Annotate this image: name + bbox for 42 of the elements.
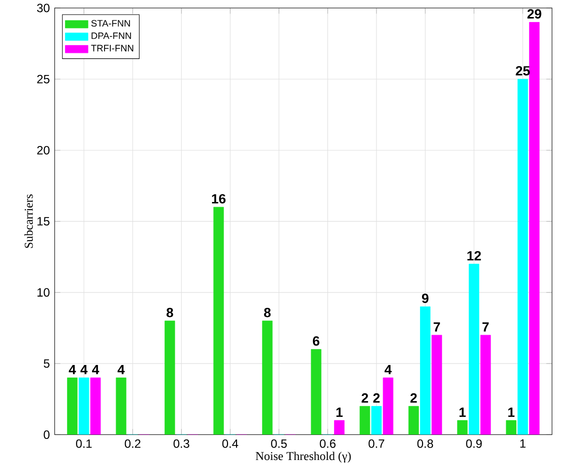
data-label: 1 — [460, 408, 466, 418]
data-label: 16 — [212, 194, 226, 204]
data-label: 4 — [118, 365, 125, 374]
x-tick-label: 0.1 — [76, 440, 92, 448]
y-axis-title: Subcarriers — [24, 194, 33, 248]
y-tick-label: 15 — [38, 217, 50, 226]
data-label: 6 — [312, 336, 320, 346]
x-tick-label: 0.5 — [271, 440, 287, 448]
x-tick-label: 0.2 — [124, 440, 140, 448]
legend-label: DPA-FNN — [92, 32, 131, 40]
legend-label: STA-FNN — [91, 20, 130, 27]
data-label: 7 — [482, 322, 489, 332]
data-label: 1 — [508, 408, 514, 418]
data-label: 4 — [80, 365, 88, 374]
x-tick-label: 0.9 — [466, 440, 482, 448]
data-label: 4 — [68, 365, 76, 374]
data-label: 9 — [422, 294, 428, 304]
y-tick-label: 20 — [37, 146, 50, 155]
data-label: 1 — [336, 408, 343, 418]
data-label: 12 — [467, 251, 481, 261]
y-tick-label: 0 — [44, 430, 50, 440]
y-tick-label: 30 — [37, 4, 50, 12]
y-tick-label: 25 — [37, 75, 50, 84]
data-label: 8 — [166, 308, 174, 318]
x-axis-title: Noise Threshold (γ) — [256, 452, 351, 463]
x-tick-label: 0.4 — [222, 440, 238, 448]
y-tick-label: 10 — [38, 288, 50, 297]
x-tick-label: 0.3 — [174, 440, 190, 448]
data-label: 4 — [92, 365, 100, 374]
data-label: 29 — [527, 9, 542, 19]
x-tick-label: 0.6 — [320, 440, 336, 448]
x-tick-label: 0.7 — [368, 440, 384, 448]
data-label: 2 — [362, 393, 368, 403]
x-tick-label: 0.8 — [417, 440, 434, 448]
y-tick-label: 5 — [44, 360, 50, 368]
data-label: 4 — [384, 365, 392, 374]
data-label: 7 — [434, 322, 440, 332]
legend-label: TRFI-FNN — [91, 45, 134, 52]
data-label: 2 — [410, 393, 417, 403]
data-label: 8 — [264, 308, 271, 318]
x-tick-label: 1 — [520, 440, 526, 448]
data-label: 2 — [373, 393, 380, 403]
